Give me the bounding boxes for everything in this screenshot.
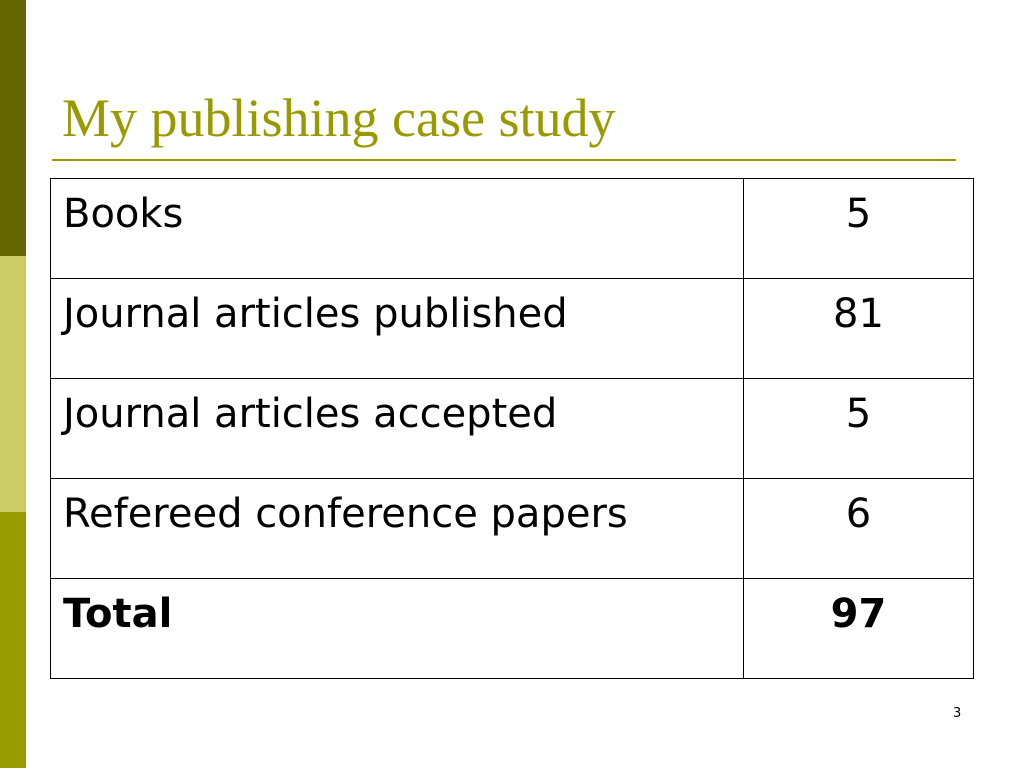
table-cell: 5 xyxy=(743,178,974,279)
table-cell: Journal articles accepted xyxy=(50,378,744,479)
side-bar xyxy=(0,256,26,512)
table-row: Journal articles accepted 5 xyxy=(50,378,974,479)
title-rule xyxy=(52,159,956,161)
table-cell: 97 xyxy=(743,578,974,679)
side-bar xyxy=(0,512,26,768)
table-cell: Journal articles published xyxy=(50,278,744,379)
table-cell: 5 xyxy=(743,378,974,479)
table-cell: Refereed conference papers xyxy=(50,478,744,579)
table-row: Books 5 xyxy=(50,178,974,279)
side-bar xyxy=(0,0,26,256)
table-cell: Total xyxy=(50,578,744,679)
table-cell: 81 xyxy=(743,278,974,379)
title: My publishing case study xyxy=(62,88,616,148)
page-number: 3 xyxy=(953,706,962,721)
table-row: Total 97 xyxy=(50,578,974,679)
table-row: Refereed conference papers 6 xyxy=(50,478,974,579)
table-row: Journal articles published 81 xyxy=(50,278,974,379)
table-cell: Books xyxy=(50,178,744,279)
table-cell: 6 xyxy=(743,478,974,579)
table: Books 5 Journal articles published 81 Journa… xyxy=(50,178,974,679)
